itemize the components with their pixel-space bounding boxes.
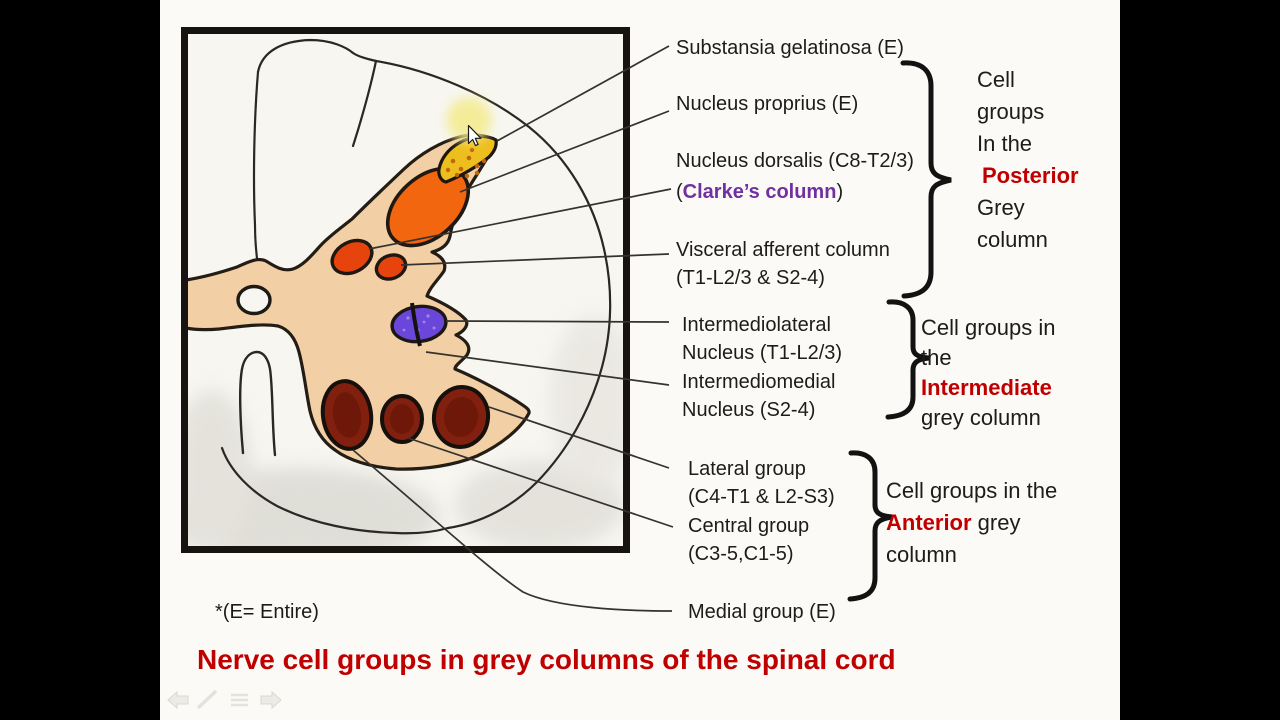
paren-close: ) [836,181,844,203]
highlight-glow [441,92,497,148]
label-text: (T1-L2/3 & S2-4) [676,267,825,289]
slide-menu-icon[interactable] [231,693,248,707]
leader-line-lateral-group [488,406,670,469]
leader-line-intermediomedial [425,351,670,386]
nucleus-dorsalis-shape [330,238,374,276]
pen-tool-icon[interactable] [197,690,217,709]
anterior-group-text: Cell groups in the Anterior grey column [886,475,1057,571]
gelatinosa-dots [445,147,487,179]
intermediate-group-text: Cell groups in the Intermediate grey col… [921,313,1056,433]
posterior-group-text: Cell groups In the Posterior Grey column [977,64,1079,256]
label-nucleus-dorsalis: Nucleus dorsalis (C8-T2/3) (Clarke’s col… [676,146,914,208]
group-line: column [977,227,1048,252]
intermediate-nucleus-shape [390,302,448,347]
diagram-frame [181,27,630,553]
group-line: Cell groups in [921,315,1056,340]
label-text: Intermediomedial [682,371,836,393]
leader-lines [352,45,674,612]
group-line: column [886,542,957,567]
anterior-group-brace [847,450,893,602]
label-text: Nucleus (T1-L2/3) [682,342,843,364]
label-visceral-afferent: Visceral afferent column (T1-L2/3 & S2-4… [676,236,890,292]
posterior-emphasis: Posterior [982,163,1079,188]
bottom-contour [220,446,450,535]
paren-open: ( [676,181,683,203]
group-line-rest: grey [971,510,1021,535]
intermediate-emphasis: Intermediate [921,375,1052,400]
label-intermediomedial: Intermediomedial Nucleus (S2-4) [682,368,835,424]
mouse-cursor [467,124,482,147]
label-substantia-gelatinosa: Substansia gelatinosa (E) [676,34,904,62]
anterior-emphasis: Anterior [886,510,972,535]
leader-line-visceral [400,253,670,266]
group-line: Anterior grey [886,507,1057,539]
next-slide-icon[interactable] [260,690,282,710]
label-intermediolateral: Intermediolateral Nucleus (T1-L2/3) [682,311,842,367]
label-text: (C4-T1 & L2-S3) [688,486,835,508]
label-text: Nucleus dorsalis (C8-T2/3) [676,150,914,172]
previous-slide-icon[interactable] [167,690,189,710]
central-canal [236,284,272,316]
purple-divider-line [410,302,422,347]
group-line: In the [977,131,1033,156]
intermediate-group-brace [885,299,930,420]
lateral-group-inner [443,397,479,437]
top-contour [256,38,378,74]
label-text: Visceral afferent column [676,239,890,261]
medial-group-inner [332,392,362,438]
label-text: (C3-5,C1-5) [688,543,794,565]
posterior-group-brace [900,60,952,299]
footnote: *(E= Entire) [215,601,319,623]
label-text: Lateral group [688,458,806,480]
label-text: Substansia gelatinosa (E) [676,37,904,59]
group-line: groups [977,99,1045,124]
label-text: Nucleus (S2-4) [682,399,816,421]
posterior-median-line [252,70,260,268]
leader-line-medial-group [352,449,673,612]
leader-line-dorsalis [368,188,672,250]
leader-line-intermediolateral [445,320,670,323]
label-nucleus-proprius: Nucleus proprius (E) [676,90,858,118]
label-lateral-group: Lateral group (C4-T1 & L2-S3) [688,455,835,511]
group-line: grey column [921,405,1041,430]
lateral-contour [374,59,612,530]
posterior-septum-line [351,59,378,148]
label-text: Central group [688,515,810,537]
slide-title: Nerve cell groups in grey columns of the… [197,644,896,675]
label-medial-group: Medial group (E) [688,598,836,626]
anterior-horn-nuclei [320,379,491,451]
clarkes-column-text: Clarke’s column [682,181,837,203]
anterior-median-fissure [238,350,277,457]
visceral-afferent-shape [374,253,408,281]
leader-line-proprius [459,110,670,193]
group-line: the [921,345,952,370]
group-line: Cell [977,67,1015,92]
group-line: Cell groups in the [886,478,1058,503]
label-text: Nucleus proprius (E) [676,93,859,115]
group-braces [847,60,952,602]
label-central-group: Central group (C3-5,C1-5) [688,512,809,568]
label-text: Medial group (E) [688,601,836,623]
central-group-inner [390,404,414,434]
presenter-toolbar [167,690,282,710]
leader-line-central-group [407,437,674,528]
leader-line-substantia [496,45,670,142]
spinal-cord-outline [220,38,612,535]
label-text: Intermediolateral [682,314,831,336]
group-line: Grey [977,195,1025,220]
